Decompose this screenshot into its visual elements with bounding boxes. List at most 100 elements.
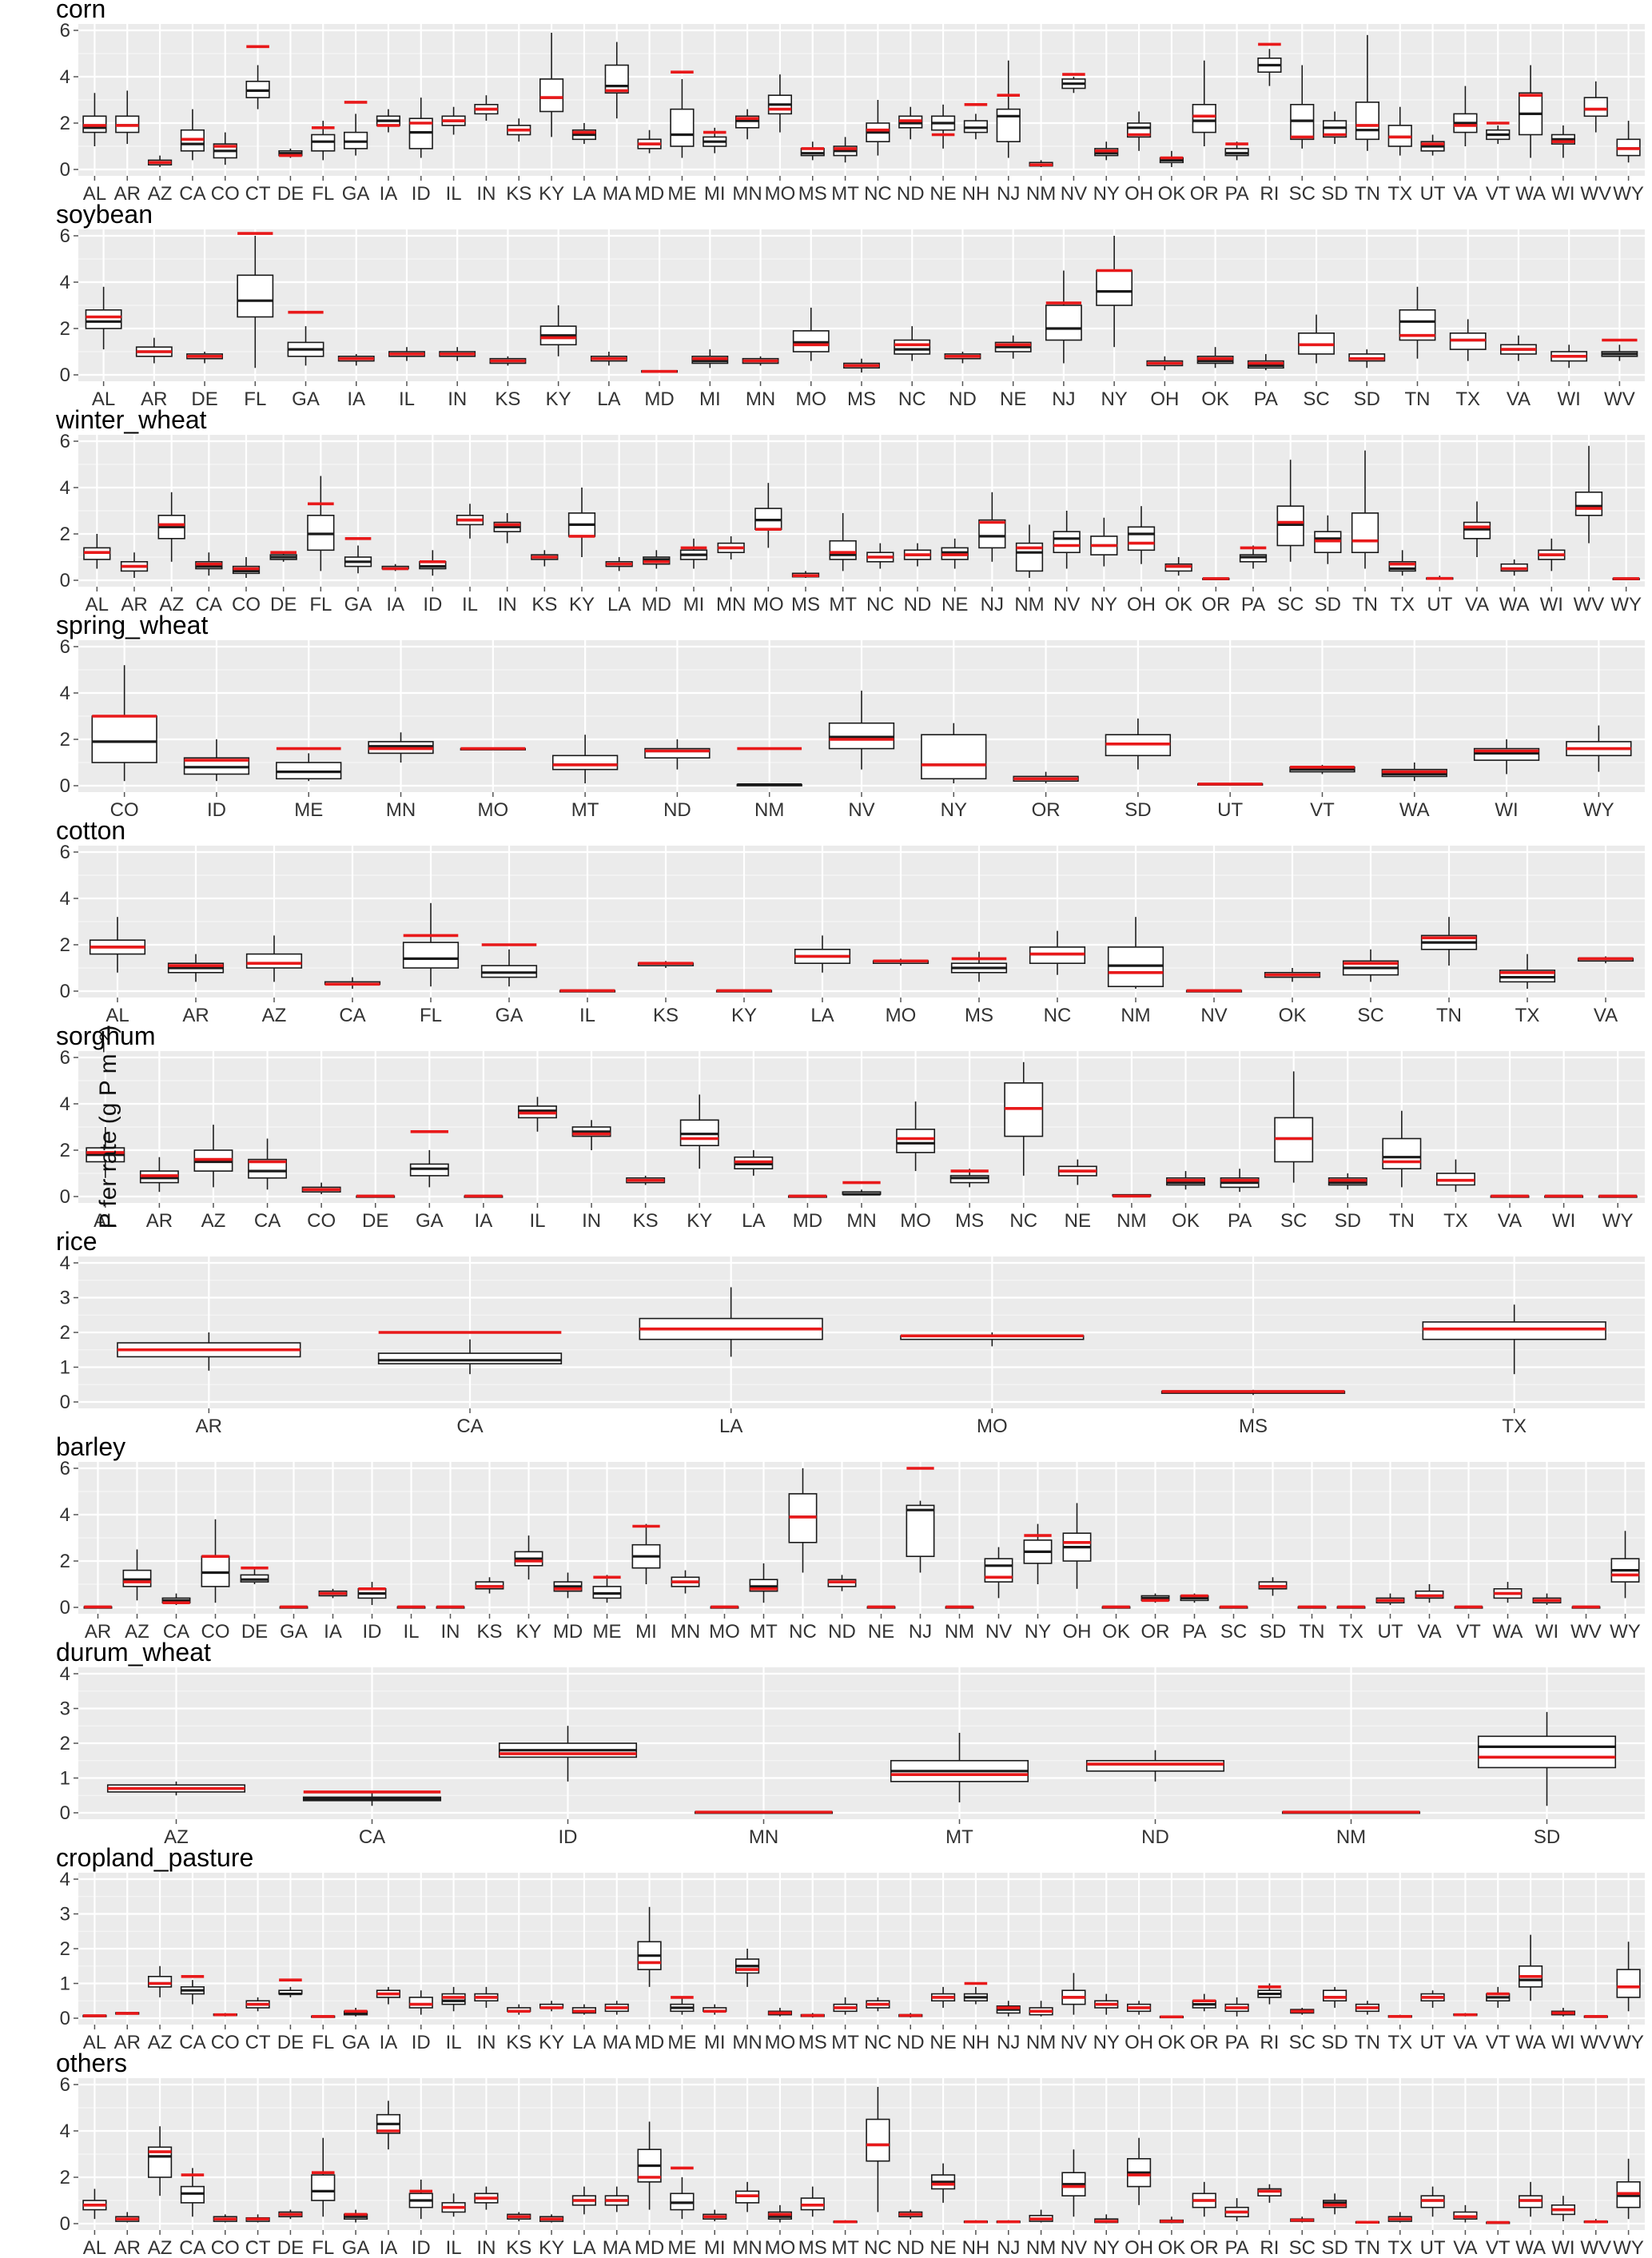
x-tick-label: ID [207,799,226,821]
x-tick-label: OK [1158,2237,1186,2254]
box [408,1997,433,2009]
x-tick-label: IL [403,1621,419,1643]
x-tick-label: CO [232,594,261,615]
x-tick-label: LA [742,1210,765,1232]
box [1355,102,1380,141]
x-tick-label: NY [1025,1621,1051,1643]
x-tick-label: DE [277,2237,304,2254]
x-tick-label: TX [1390,594,1415,615]
box [1322,1989,1347,2002]
y-tick-label: 2 [60,1140,70,1161]
y-tick-label: 0 [60,1186,70,1208]
x-tick-label: PA [1224,183,1248,205]
x-tick-label: CA [179,2237,205,2254]
box [1616,1969,1641,1998]
x-tick-label: NY [1091,594,1117,615]
x-tick-label: TN [1300,1621,1325,1643]
y-tick-label: 4 [60,66,70,88]
y-tick-label: 3 [60,1698,70,1720]
x-tick-label: WV [1570,1621,1602,1643]
box [978,519,1006,549]
panel-title: barley [56,1432,125,1461]
x-tick-label: ND [949,388,977,410]
y-tick-label: 3 [60,1904,70,1925]
box [1583,97,1608,117]
x-tick-label: AL [83,2237,106,2254]
x-tick-label: NM [1026,2032,1056,2053]
x-tick-label: NM [1026,183,1056,205]
box [1085,1759,1225,1772]
x-tick-label: TN [1355,183,1380,205]
box [906,1504,935,1558]
x-tick-label: TN [1352,594,1378,615]
x-tick-label: WA [1515,2237,1546,2254]
x-tick-label: AR [146,1210,173,1232]
x-tick-label: ME [593,1621,622,1643]
x-tick-label: RI [1260,2032,1279,2053]
x-tick-label: SC [1280,1210,1307,1232]
panel-title: corn [56,0,105,23]
x-tick-label: CT [245,183,271,205]
x-tick-label: SD [1534,1826,1560,1848]
y-tick-label: 2 [60,113,70,134]
x-tick-label: SD [1321,2237,1347,2254]
box [1574,491,1603,516]
x-tick-label: MS [847,388,876,410]
box [1045,305,1082,341]
x-tick-label: NE [1000,388,1026,410]
y-tick-label: 0 [60,364,70,386]
x-tick-label: GA [342,183,370,205]
x-tick-label: MT [750,1621,778,1643]
x-tick-label: SD [1260,1621,1286,1643]
x-tick-label: ND [663,799,691,821]
panel-title: soybean [56,200,153,229]
panel-title: cropland_pasture [56,1843,253,1872]
x-tick-label: IA [386,594,404,615]
x-tick-label: ME [667,2237,696,2254]
x-tick-label: IA [324,1621,342,1643]
box [1127,526,1156,552]
x-tick-label: SD [1354,388,1380,410]
x-tick-label: MD [553,1621,583,1643]
x-tick-label: RI [1260,183,1279,205]
x-tick-label: ID [363,1621,382,1643]
x-tick-label: IN [498,594,517,615]
x-tick-label: NJ [1052,388,1075,410]
y-tick-label: 6 [60,431,70,452]
x-tick-label: CO [110,799,139,821]
x-tick-label: MD [635,183,664,205]
y-tick-label: 0 [60,2213,70,2235]
box [1096,269,1133,306]
box [604,64,629,94]
x-tick-label: DE [191,388,217,410]
x-tick-label: WA [1515,2032,1546,2053]
x-tick-label: SD [1315,594,1341,615]
x-tick-label: VA [1498,1210,1522,1232]
x-tick-label: KY [539,183,564,205]
x-tick-label: AR [114,183,141,205]
x-tick-label: AZ [148,2032,173,2053]
x-tick-label: AR [182,1005,209,1026]
x-tick-label: MS [955,1210,984,1232]
y-tick-label: 0 [60,1802,70,1824]
x-tick-label: VT [1486,2032,1511,2053]
x-tick-label: WY [1602,1210,1634,1232]
x-tick-label: OK [1172,1210,1200,1232]
x-tick-label: MS [791,594,820,615]
x-tick-label: MI [683,594,705,615]
x-tick-label: NC [864,2237,892,2254]
box [1388,560,1416,572]
x-tick-label: WI [1535,1621,1558,1643]
x-tick-label: OK [1158,2032,1186,2053]
x-tick-label: SC [1357,1005,1383,1026]
x-tick-label: MN [732,2237,762,2254]
x-tick-label: ND [897,183,925,205]
panel-title: rice [56,1227,98,1256]
x-tick-label: AL [83,183,106,205]
box [1477,1735,1617,1769]
x-tick-label: NJ [997,2032,1020,2053]
box [245,953,303,969]
x-tick-label: NH [962,183,990,205]
x-tick-label: MT [829,594,857,615]
x-tick-label: WA [1515,183,1546,205]
